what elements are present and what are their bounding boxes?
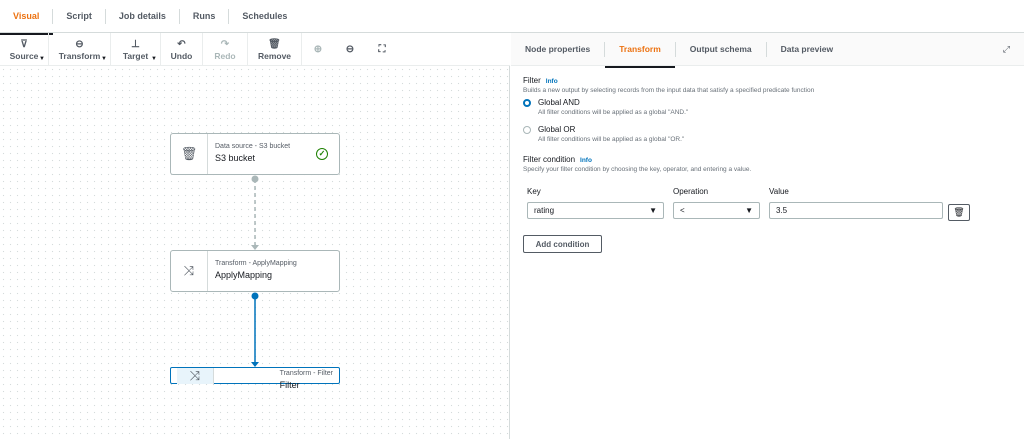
tab-job-details[interactable]: Job details <box>104 8 179 24</box>
caret-down-icon: ▼ <box>745 206 753 215</box>
filter-label: Filter <box>523 76 541 85</box>
redo-icon: ↷ <box>220 38 230 50</box>
trash-icon: 🗑 <box>268 38 281 50</box>
tab-transform[interactable]: Transform <box>604 41 675 68</box>
value-label: Value <box>769 187 789 196</box>
tab-node-properties[interactable]: Node properties <box>525 43 591 54</box>
remove-button[interactable]: 🗑 Remove <box>248 33 302 66</box>
trash-icon: 🗑 <box>953 207 965 217</box>
edge-s3-to-applymapping <box>251 175 259 250</box>
zoom-in-button[interactable]: ⊕ <box>302 33 334 66</box>
expand-icon[interactable]: ⤢ <box>1002 44 1010 54</box>
fit-button[interactable]: ⛶ <box>366 33 398 66</box>
filter-description: Builds a new output by selecting records… <box>523 87 815 94</box>
undo-icon: ↶ <box>177 38 186 50</box>
value-input[interactable]: 3.5 <box>769 202 943 219</box>
operation-select[interactable]: < ▼ <box>673 202 760 219</box>
top-tabs: Visual Script Job details Runs Schedules <box>0 0 1024 35</box>
radio-selected[interactable] <box>523 99 531 107</box>
transform-icon: ⊖ <box>75 38 84 50</box>
target-button[interactable]: ⊥ Target ▼ <box>111 33 161 66</box>
shuffle-icon: ⤨ <box>171 251 208 291</box>
delete-condition-button[interactable]: 🗑 <box>948 204 970 221</box>
properties-panel: Node properties Transform Output schema … <box>511 33 1024 439</box>
filter-condition-description: Specify your filter condition by choosin… <box>523 166 752 173</box>
graph-canvas[interactable]: 🗑 Data source - S3 bucket S3 bucket ✓ ⤨ T… <box>0 66 510 439</box>
tab-output-schema[interactable]: Output schema <box>674 41 766 57</box>
caret-down-icon: ▼ <box>649 206 657 215</box>
info-link[interactable]: Info <box>545 78 558 85</box>
radio-global-or[interactable]: Global OR All filter conditions will be a… <box>523 125 1024 143</box>
edges <box>251 175 259 367</box>
radio-unselected[interactable] <box>523 126 531 134</box>
info-link[interactable]: Info <box>580 157 592 164</box>
tab-schedules[interactable]: Schedules <box>228 8 300 24</box>
undo-button[interactable]: ↶ Undo <box>161 33 203 66</box>
toolbar: ⊽ Source ▼ ⊖ Transform ▼ ⊥ Target ▼ ↶ Undo ↷ Red… <box>0 33 510 66</box>
node-filter[interactable]: ⤨ Transform - Filter Filter <box>170 367 340 390</box>
zoom-out-icon: ⊖ <box>345 43 355 55</box>
key-label: Key <box>527 187 541 196</box>
caret-down-icon: ▼ <box>39 56 45 62</box>
edge-applymapping-to-filter <box>251 292 259 367</box>
panel-tabs: Node properties Transform Output schema … <box>511 33 1024 68</box>
source-icon: ⊽ <box>20 38 28 50</box>
redo-button[interactable]: ↷ Redo <box>203 33 248 66</box>
key-select[interactable]: rating ▼ <box>527 202 664 219</box>
add-condition-button[interactable]: Add condition <box>523 235 602 253</box>
filter-condition-label: Filter condition <box>523 155 576 164</box>
operation-label: Operation <box>673 187 709 196</box>
target-icon: ⊥ <box>131 38 140 50</box>
bucket-icon: 🗑 <box>171 134 208 174</box>
tab-visual[interactable]: Visual <box>0 9 54 35</box>
radio-global-and[interactable]: Global AND All filter conditions will be … <box>523 98 1024 116</box>
zoom-in-icon: ⊕ <box>313 43 323 55</box>
tab-script[interactable]: Script <box>52 8 105 24</box>
zoom-out-button[interactable]: ⊖ <box>334 33 366 66</box>
shuffle-icon: ⤨ <box>177 367 214 384</box>
tab-data-preview[interactable]: Data preview <box>765 41 847 57</box>
transform-button[interactable]: ⊖ Transform ▼ <box>49 33 111 66</box>
source-button[interactable]: ⊽ Source ▼ <box>0 33 49 66</box>
caret-down-icon: ▼ <box>101 56 107 62</box>
node-s3-bucket[interactable]: 🗑 Data source - S3 bucket S3 bucket ✓ <box>170 133 340 175</box>
fit-screen-icon: ⛶ <box>378 43 386 55</box>
tab-runs[interactable]: Runs <box>178 8 229 24</box>
caret-down-icon: ▼ <box>151 56 157 62</box>
check-circle-icon: ✓ <box>316 148 328 160</box>
node-applymapping[interactable]: ⤨ Transform - ApplyMapping ApplyMapping <box>170 250 340 292</box>
